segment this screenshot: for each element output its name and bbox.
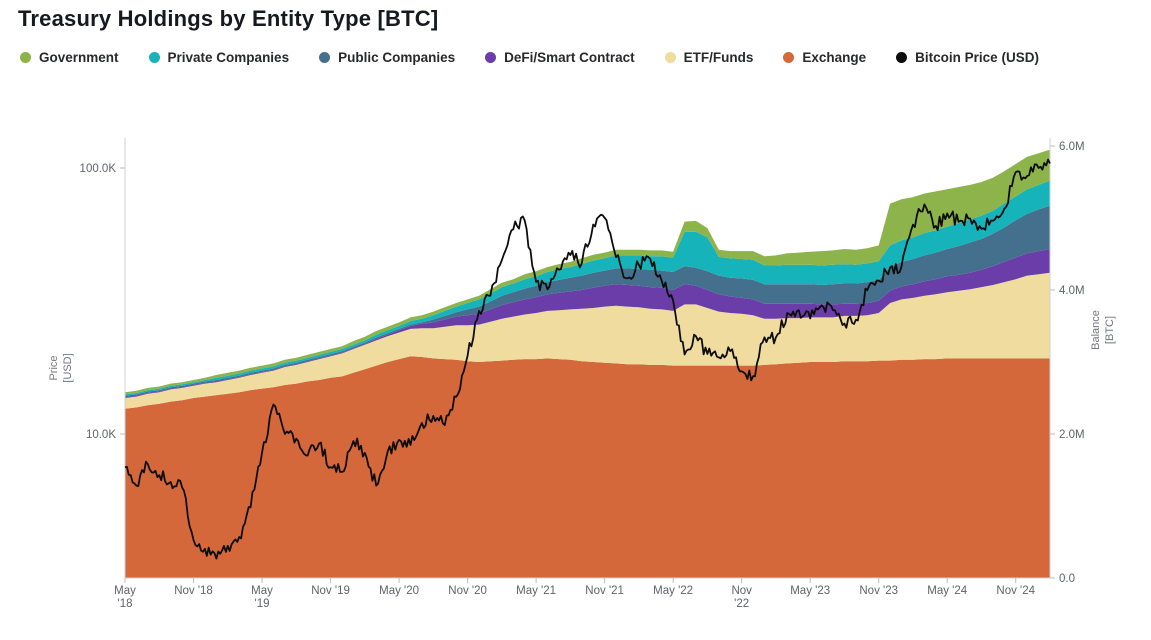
legend-label: ETF/Funds xyxy=(683,50,754,65)
left-axis-tick-label: 100.0K xyxy=(80,163,117,175)
right-axis-tick-label: 4.0M xyxy=(1059,285,1085,297)
left-axis-title: Price [USD] xyxy=(45,322,77,414)
x-axis-tick-label: Nov '18 xyxy=(174,585,213,597)
right-axis-title-line2: [BTC] xyxy=(1104,315,1116,345)
x-axis-tick-label: May '24 xyxy=(927,585,968,597)
left-axis-title-line1: Price xyxy=(47,355,60,381)
left-axis-tick-label: 10.0K xyxy=(86,429,116,441)
legend-item-private-companies[interactable]: Private Companies xyxy=(148,50,290,65)
area-exchange[interactable] xyxy=(125,356,1050,578)
etf-funds-swatch-icon xyxy=(664,52,676,63)
public-companies-swatch-icon xyxy=(319,52,331,63)
legend-label: DeFi/Smart Contract xyxy=(504,50,635,65)
x-axis-tick-label: '18 xyxy=(118,598,133,610)
right-axis-tick-label: 2.0M xyxy=(1059,429,1085,441)
right-axis-title: Balance [BTC] xyxy=(1087,284,1119,376)
legend-label: Public Companies xyxy=(338,50,456,65)
legend: Government Private Companies Public Compan… xyxy=(20,50,1039,65)
x-axis-tick-label: Nov '19 xyxy=(311,585,350,597)
right-axis-title-line1: Balance xyxy=(1089,310,1102,350)
legend-label: Bitcoin Price (USD) xyxy=(915,50,1039,65)
x-axis-tick-label: May xyxy=(114,585,136,597)
legend-item-bitcoin-price-usd[interactable]: Bitcoin Price (USD) xyxy=(896,50,1039,65)
legend-item-defi-smart-contract[interactable]: DeFi/Smart Contract xyxy=(485,50,635,65)
legend-label: Private Companies xyxy=(167,50,290,65)
area-etf-funds[interactable] xyxy=(125,272,1050,409)
exchange-swatch-icon xyxy=(783,52,795,63)
right-axis-tick-label: 6.0M xyxy=(1059,141,1085,153)
x-axis-tick-label: May '22 xyxy=(653,585,693,597)
defi-smart-contract-swatch-icon xyxy=(485,52,497,63)
legend-item-exchange[interactable]: Exchange xyxy=(783,50,866,65)
chart-title: Treasury Holdings by Entity Type [BTC] xyxy=(18,6,439,31)
x-axis-tick-label: Nov xyxy=(731,585,752,597)
legend-label: Exchange xyxy=(802,50,867,65)
legend-label: Government xyxy=(39,50,119,65)
x-axis-tick-label: Nov '20 xyxy=(448,585,487,597)
x-axis-tick-label: May '21 xyxy=(516,585,556,597)
btc-price-line[interactable] xyxy=(124,158,1051,560)
x-axis-tick-label: '19 xyxy=(255,598,270,610)
legend-item-government[interactable]: Government xyxy=(20,50,119,65)
x-axis-tick-label: Nov '23 xyxy=(859,585,898,597)
legend-item-etf-funds[interactable]: ETF/Funds xyxy=(664,50,754,65)
right-axis-tick-label: 0.0 xyxy=(1059,573,1075,585)
left-axis-title-line2: [USD] xyxy=(62,353,74,383)
government-swatch-icon xyxy=(20,52,31,63)
x-axis-tick-label: May '23 xyxy=(790,585,830,597)
legend-item-public-companies[interactable]: Public Companies xyxy=(319,50,455,65)
x-axis-tick-label: May '20 xyxy=(379,585,419,597)
private-companies-swatch-icon xyxy=(148,52,160,63)
x-axis-tick-label: Nov '24 xyxy=(996,585,1035,597)
area-public-companies[interactable] xyxy=(125,205,1050,398)
bitcoin-price-usd-swatch-icon xyxy=(896,52,908,63)
x-axis-tick-label: '22 xyxy=(734,598,749,610)
x-axis-tick-label: May xyxy=(251,585,273,597)
x-axis-tick-label: Nov '21 xyxy=(585,585,624,597)
